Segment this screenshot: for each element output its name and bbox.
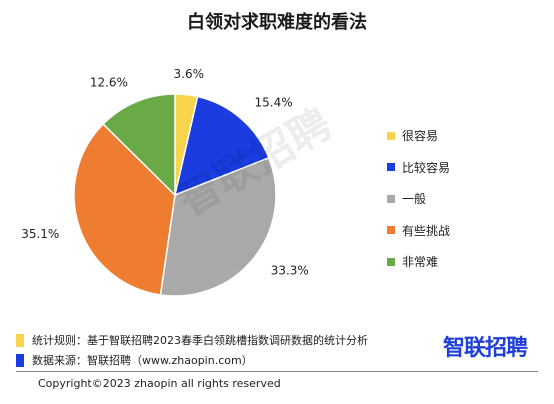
- note-source: 数据来源：智联招聘（www.zhaopin.com）: [16, 350, 368, 370]
- footnotes: 统计规则：基于智联招聘2023春季白领跳槽指数调研数据的统计分析 数据来源：智联…: [16, 330, 368, 370]
- note-text: 数据来源：智联招聘（www.zhaopin.com）: [32, 354, 253, 367]
- slice-data-label: 15.4%: [255, 95, 293, 109]
- pie-chart: 3.6% 15.4% 33.3% 35.1% 12.6%: [21, 67, 309, 297]
- copyright: Copyright©2023 zhaopin all rights reserv…: [38, 377, 281, 390]
- legend-item: 有些挑战: [387, 215, 450, 247]
- divider: [16, 371, 538, 372]
- pie-slice: [73, 122, 176, 296]
- legend-swatch: [387, 163, 395, 172]
- legend-label: 一般: [402, 192, 427, 207]
- legend-label: 有些挑战: [402, 223, 451, 238]
- pie-slice: [102, 93, 176, 197]
- legend-swatch: [387, 194, 395, 203]
- legend-item: 很容易: [387, 120, 450, 152]
- note-swatch: [16, 333, 24, 347]
- legend-label: 非常难: [402, 255, 439, 270]
- legend-label: 比较容易: [402, 160, 451, 175]
- legend: 很容易 比较容易 一般 有些挑战 非常难: [387, 120, 450, 278]
- note-rule: 统计规则：基于智联招聘2023春季白领跳槽指数调研数据的统计分析: [16, 330, 368, 350]
- legend-item: 比较容易: [387, 152, 450, 184]
- brand-logo: 智联招聘: [443, 336, 528, 361]
- pie-slice: [173, 95, 270, 197]
- legend-swatch: [387, 131, 395, 140]
- legend-item: 非常难: [387, 246, 450, 278]
- legend-swatch: [387, 226, 395, 235]
- legend-item: 一般: [387, 183, 450, 215]
- legend-swatch: [387, 257, 395, 266]
- note-text: 统计规则：基于智联招聘2023春季白领跳槽指数调研数据的统计分析: [32, 334, 368, 347]
- pie-slice: [159, 156, 277, 297]
- slice-data-label: 33.3%: [271, 264, 309, 278]
- legend-label: 很容易: [402, 129, 439, 144]
- note-swatch: [16, 353, 24, 367]
- chart-title: 白领对求职难度的看法: [187, 12, 367, 33]
- slice-data-label: 35.1%: [21, 227, 59, 241]
- slice-data-label: 12.6%: [90, 75, 128, 89]
- slice-data-label: 3.6%: [174, 67, 205, 81]
